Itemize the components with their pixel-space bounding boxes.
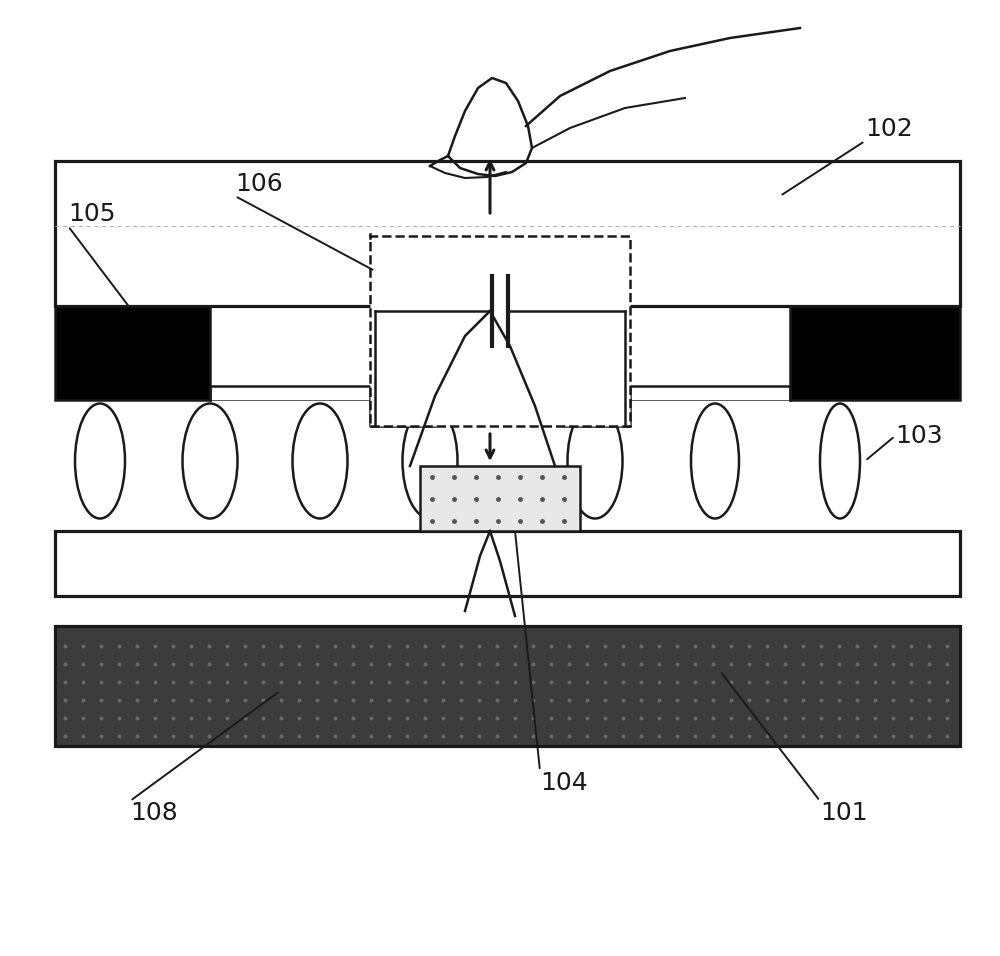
Bar	[55, 161, 960, 306]
Text: 108: 108	[130, 801, 178, 825]
Bar	[55, 306, 210, 400]
Bar	[55, 626, 960, 746]
Text: 103: 103	[895, 424, 943, 448]
Bar	[370, 236, 630, 426]
Text: 105: 105	[68, 202, 116, 226]
Bar	[420, 466, 580, 531]
Text: 102: 102	[865, 117, 913, 141]
Text: 104: 104	[540, 771, 588, 795]
Text: 106: 106	[235, 172, 283, 196]
Text: 101: 101	[820, 801, 868, 825]
Bar	[790, 306, 960, 400]
Bar	[55, 531, 960, 596]
